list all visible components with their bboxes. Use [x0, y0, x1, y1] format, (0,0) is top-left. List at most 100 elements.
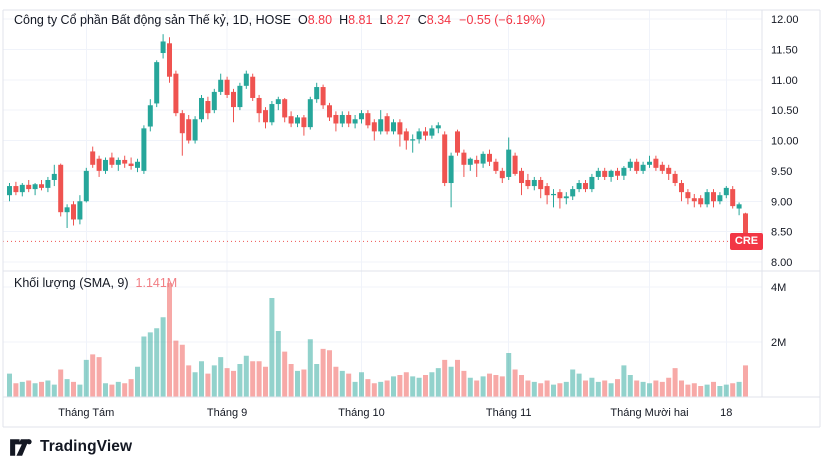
volume-bar [602, 380, 608, 397]
price-tick-label: 11.50 [771, 44, 798, 56]
candle-body [448, 155, 454, 184]
volume-bar [691, 383, 697, 397]
candle-body [711, 192, 716, 202]
volume-bar [7, 373, 12, 397]
candle-body [499, 170, 505, 179]
volume-bar [685, 384, 691, 397]
candle-body [608, 170, 614, 177]
volume-bar [218, 357, 224, 397]
volume-bar [256, 361, 262, 397]
candle-body [679, 183, 684, 193]
candle-body [288, 116, 294, 124]
candle-body [96, 158, 102, 171]
volume-bar [570, 369, 576, 397]
volume-bar [90, 354, 96, 397]
candle-body [743, 213, 748, 242]
volume-bar [19, 381, 25, 397]
candle-body [480, 153, 486, 164]
volume-legend[interactable]: Khối lượng (SMA, 9) 1.141M [14, 276, 177, 290]
candle-body [83, 170, 89, 202]
volume-bar [621, 365, 627, 397]
volume-bar [269, 298, 275, 397]
candle-body [615, 170, 620, 176]
volume-bar [736, 381, 742, 397]
candle-body [384, 116, 390, 132]
time-tick-label: Tháng 10 [338, 407, 384, 419]
volume-bar [647, 383, 652, 397]
volume-bar [525, 380, 531, 397]
candle-body [51, 173, 57, 180]
volume-bar [13, 383, 19, 397]
candle-body [263, 110, 268, 123]
candle-body [506, 149, 512, 177]
candle-body [333, 114, 339, 124]
candle-body [519, 170, 524, 184]
price-tick-label: 9.50 [771, 166, 792, 178]
volume-bar [231, 370, 236, 397]
tradingview-attribution[interactable]: TradingView [10, 436, 132, 458]
volume-bar [263, 366, 268, 397]
volume-bar [320, 348, 326, 397]
candle-body [250, 76, 256, 98]
volume-bar [83, 359, 89, 397]
volume-bar [416, 377, 422, 397]
tradingview-logo-text: TradingView [40, 438, 133, 455]
candle-body [327, 105, 332, 118]
candle-body [378, 119, 384, 132]
volume-bar [743, 365, 748, 397]
candle-body [90, 151, 96, 165]
volume-bar [442, 359, 448, 397]
volume-bar [307, 339, 313, 397]
candle-body [282, 99, 288, 118]
candle-body [474, 159, 480, 164]
candle-body [275, 99, 281, 105]
candle-body [167, 43, 172, 77]
price-tick-label: 12.00 [771, 14, 799, 26]
volume-bar [672, 368, 678, 397]
time-tick-label: Tháng Mười hai [610, 407, 688, 419]
candle-body [371, 122, 377, 132]
volume-bar [429, 372, 435, 397]
volume-bar [115, 381, 121, 397]
candle-body [736, 204, 742, 209]
volume-bar [730, 383, 736, 397]
candle-body [595, 170, 601, 177]
volume-bar [71, 381, 76, 397]
volume-bar [455, 359, 460, 397]
candle-body [365, 113, 371, 126]
volume-tick-label: 4M [771, 282, 786, 294]
candle-body [32, 184, 38, 190]
candle-body [730, 189, 736, 207]
candle-body [653, 158, 659, 168]
volume-bar [339, 370, 345, 397]
volume-bar [506, 353, 512, 397]
volume-bar [141, 336, 147, 397]
time-tick-label: Tháng 9 [207, 407, 247, 419]
ohlc-high-label: H [339, 13, 349, 27]
candle-body [141, 128, 147, 171]
volume-bar [384, 380, 390, 397]
change-value: −0.55 (−6.19%) [459, 13, 546, 27]
candle-body [403, 131, 409, 141]
candle-body [570, 189, 576, 197]
volume-bar [224, 368, 230, 397]
volume-bar [717, 386, 723, 397]
volume-bar [435, 368, 441, 397]
time-tick-label: Tháng 11 [486, 407, 532, 419]
ohlc-low-value: 8.27 [386, 13, 411, 27]
candle-body [531, 179, 537, 187]
volume-bar [275, 331, 281, 397]
volume-bar [371, 383, 377, 397]
price-tick-label: 8.50 [771, 227, 792, 239]
candle-body [723, 187, 729, 196]
volume-bar [250, 361, 256, 397]
time-axis[interactable] [3, 397, 820, 427]
symbol-legend[interactable]: Công ty Cổ phần Bất động sản Thế kỷ, 1D,… [14, 13, 545, 27]
volume-bar [314, 364, 320, 397]
volume-bar [403, 372, 409, 397]
candle-body [487, 153, 492, 162]
candle-body [71, 204, 76, 220]
candle-body [237, 85, 243, 108]
volume-bar [58, 369, 64, 397]
